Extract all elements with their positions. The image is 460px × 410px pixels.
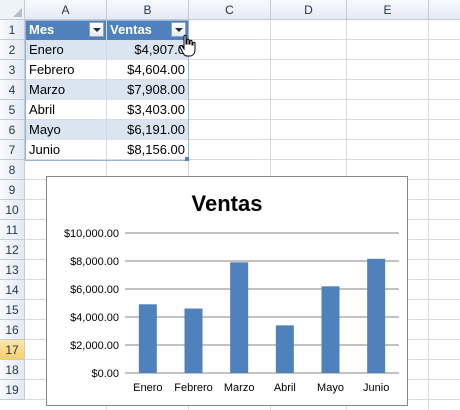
chart-plot: $0.00 $2,000.00 $4,000.00 $6,000.00 $8,000.0…	[64, 228, 399, 394]
select-all-triangle-icon	[13, 8, 22, 17]
row-header-16[interactable]: 16	[0, 320, 25, 340]
row-header-6[interactable]: 6	[0, 120, 25, 140]
y-tick-label: $8,000.00	[70, 256, 119, 268]
x-category-label: Enero	[133, 382, 162, 394]
ventas-bar-chart[interactable]: Ventas $0.00 $2,000.00 $4,000.00 $6,000.00 $…	[46, 176, 408, 406]
bar-enero[interactable]	[138, 304, 157, 373]
table-cell-mes[interactable]: Marzo	[26, 80, 106, 100]
row-header-17[interactable]: 17	[0, 340, 25, 360]
column-header-e[interactable]: E	[347, 0, 429, 20]
bar-junio[interactable]	[367, 258, 386, 373]
table-cell-ventas[interactable]: $7,908.00	[107, 80, 188, 100]
column-header-b[interactable]: B	[107, 0, 189, 20]
row-header-7[interactable]: 7	[0, 140, 25, 160]
row-header-19[interactable]: 19	[0, 380, 25, 400]
select-all-corner[interactable]	[0, 0, 25, 20]
y-tick-label: $6,000.00	[70, 284, 119, 296]
mes-filter-dropdown-icon[interactable]	[89, 22, 104, 37]
row-header-4[interactable]: 4	[0, 80, 25, 100]
bar-febrero[interactable]	[184, 308, 203, 373]
table-cell-ventas[interactable]: $8,156.00	[127, 142, 185, 157]
y-tick-label: $0.00	[91, 368, 119, 380]
column-header-f-partial[interactable]	[429, 0, 460, 20]
column-header-a[interactable]: A	[25, 0, 107, 20]
column-header-c[interactable]: C	[189, 0, 271, 20]
y-tick-label: $2,000.00	[70, 340, 119, 352]
row-header-2[interactable]: 2	[0, 40, 25, 60]
row-header-15[interactable]: 15	[0, 300, 25, 320]
table-cell-mes[interactable]: Junio	[29, 142, 61, 157]
table-cell-ventas[interactable]: $6,191.00	[107, 120, 188, 140]
chart-title: Ventas	[191, 191, 263, 216]
row-header-18[interactable]: 18	[0, 360, 25, 380]
table-cell-mes[interactable]: Mayo	[26, 120, 106, 140]
table-cell-mes[interactable]: Enero	[26, 40, 106, 60]
row-header-10[interactable]: 10	[0, 200, 25, 220]
row-header-5[interactable]: 5	[0, 100, 25, 120]
row-header-9[interactable]: 9	[0, 180, 25, 200]
x-category-label: Febrero	[174, 382, 213, 394]
row-header-14[interactable]: 14	[0, 280, 25, 300]
row-header-11[interactable]: 11	[0, 220, 25, 240]
x-category-label: Junio	[363, 382, 389, 394]
row-header-1[interactable]: 1	[0, 20, 25, 40]
row-header-3[interactable]: 3	[0, 60, 25, 80]
row-header-12[interactable]: 12	[0, 240, 25, 260]
column-header-d[interactable]: D	[271, 0, 347, 20]
table-resize-handle[interactable]	[185, 157, 189, 161]
table-header-mes[interactable]: Mes	[26, 20, 106, 40]
table-cell-mes[interactable]: Febrero	[29, 62, 75, 77]
table-cell-mes[interactable]: Abril	[29, 102, 56, 117]
x-category-label: Abril	[274, 382, 296, 394]
table-cell-ventas[interactable]: $4,907.0	[107, 40, 188, 60]
hand-pointer-cursor-icon	[179, 34, 196, 57]
bar-abril[interactable]	[275, 325, 294, 373]
x-category-label: Marzo	[224, 382, 255, 394]
bar-mayo[interactable]	[321, 286, 340, 373]
y-tick-label: $4,000.00	[70, 312, 119, 324]
row-header-8[interactable]: 8	[0, 160, 25, 180]
table-header-ventas[interactable]: Ventas	[107, 20, 188, 40]
x-category-label: Mayo	[317, 382, 344, 394]
ventas-filter-dropdown-icon[interactable]	[171, 22, 186, 37]
y-tick-label: $10,000.00	[64, 228, 119, 240]
table-cell-ventas[interactable]: $4,604.00	[127, 62, 185, 77]
bar-marzo[interactable]	[230, 262, 249, 373]
table-cell-ventas[interactable]: $3,403.00	[127, 102, 185, 117]
row-header-13[interactable]: 13	[0, 260, 25, 280]
